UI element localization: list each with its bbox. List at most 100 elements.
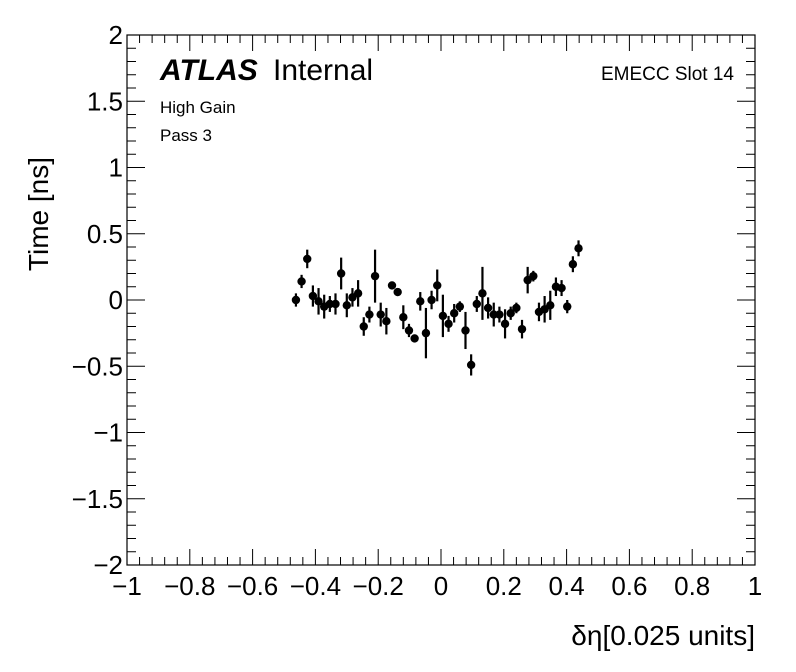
data-point (370, 249, 380, 303)
point-marker (495, 310, 504, 319)
y-tick-label: 1 (109, 153, 123, 183)
x-tick-label: 0.2 (486, 571, 522, 601)
point-marker (387, 281, 397, 290)
data-point (483, 297, 493, 319)
point-marker (461, 326, 470, 335)
data-points (291, 240, 583, 376)
point-marker (444, 319, 453, 329)
point-marker (433, 281, 442, 290)
point-marker (483, 303, 493, 313)
y-axis-label: Time [ns] (23, 157, 54, 271)
x-tick-label: −0.6 (227, 571, 278, 601)
data-point (410, 334, 419, 343)
point-marker (410, 334, 419, 343)
x-tick-label: 0 (434, 571, 448, 601)
pass-label: Pass 3 (160, 126, 212, 145)
axis-ticks (126, 34, 756, 566)
point-marker (455, 302, 465, 311)
data-point (421, 307, 431, 359)
point-marker (376, 310, 385, 319)
point-marker (546, 301, 555, 310)
point-marker (342, 301, 351, 310)
data-point (523, 266, 532, 294)
x-tick-label: −0.2 (353, 571, 404, 601)
data-point (517, 319, 527, 339)
y-tick-label: −1.5 (72, 484, 123, 514)
data-point (478, 266, 487, 320)
point-marker (365, 310, 374, 319)
point-marker (557, 283, 566, 293)
point-marker (421, 328, 431, 338)
atlas-label: ATLAS (159, 54, 258, 87)
data-point (303, 249, 312, 269)
data-point (495, 306, 504, 323)
point-marker (336, 269, 346, 278)
point-marker (393, 287, 402, 297)
data-point (568, 256, 578, 273)
point-marker (291, 295, 301, 305)
y-tick-label: 0 (109, 285, 123, 315)
gain-label: High Gain (160, 98, 236, 117)
data-point (314, 288, 323, 315)
data-point (291, 293, 301, 307)
data-point (444, 315, 453, 332)
point-marker (529, 271, 538, 281)
data-point (416, 292, 425, 311)
point-marker (297, 277, 306, 286)
x-tick-label: −0.4 (290, 571, 341, 601)
data-point (382, 307, 391, 335)
data-point (461, 311, 470, 350)
x-tick-label: 0.8 (674, 571, 710, 601)
point-marker (331, 299, 340, 309)
x-axis-label: δη[0.025 units] (571, 620, 755, 651)
data-point (297, 274, 306, 289)
internal-label: Internal (273, 54, 373, 87)
point-marker (478, 289, 487, 298)
point-marker (438, 311, 448, 321)
data-point (512, 302, 521, 314)
x-tick-label: −1 (112, 571, 142, 601)
point-marker (308, 291, 318, 301)
data-point (433, 269, 442, 302)
point-marker (399, 313, 408, 322)
data-point (546, 290, 555, 320)
data-point (393, 287, 402, 297)
data-point (404, 323, 414, 338)
point-marker (353, 289, 363, 298)
y-tick-label: 0.5 (87, 219, 123, 249)
data-point (500, 309, 510, 339)
data-point (376, 302, 385, 327)
point-marker (506, 309, 515, 318)
data-point (336, 257, 346, 290)
x-tick-label: −0.8 (164, 571, 215, 601)
point-marker (563, 302, 572, 311)
y-tick-labels: −2 −1.5 −1 −0.5 0 0.5 1 1.5 2 (72, 20, 123, 580)
data-point (331, 293, 340, 315)
data-point (365, 306, 374, 323)
point-marker (303, 254, 312, 264)
x-tick-label: 0.6 (611, 571, 647, 601)
data-point (387, 281, 397, 290)
point-marker (466, 360, 476, 370)
point-marker (382, 317, 391, 326)
y-tick-label: −1 (93, 418, 123, 448)
y-tick-label: 2 (109, 20, 123, 50)
data-point (472, 296, 481, 312)
data-point (359, 317, 368, 336)
point-marker (500, 319, 510, 329)
y-tick-label: −0.5 (72, 351, 123, 381)
point-marker (404, 326, 414, 335)
data-point (529, 270, 538, 282)
data-point (506, 306, 515, 320)
y-tick-label: −2 (93, 550, 123, 580)
x-tick-label: 1 (748, 571, 762, 601)
data-point (353, 280, 363, 307)
x-tick-labels: −1 −0.8 −0.6 −0.4 −0.2 0 0.2 0.4 0.6 0.8 1 (112, 571, 762, 601)
data-point (563, 300, 572, 314)
data-point (557, 280, 566, 297)
slot-label: EMECC Slot 14 (601, 64, 734, 85)
data-point (399, 305, 408, 330)
data-point (574, 240, 583, 257)
point-marker (472, 299, 481, 309)
